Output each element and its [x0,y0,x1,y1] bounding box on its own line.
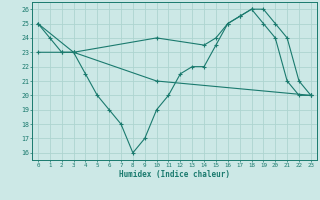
X-axis label: Humidex (Indice chaleur): Humidex (Indice chaleur) [119,170,230,179]
